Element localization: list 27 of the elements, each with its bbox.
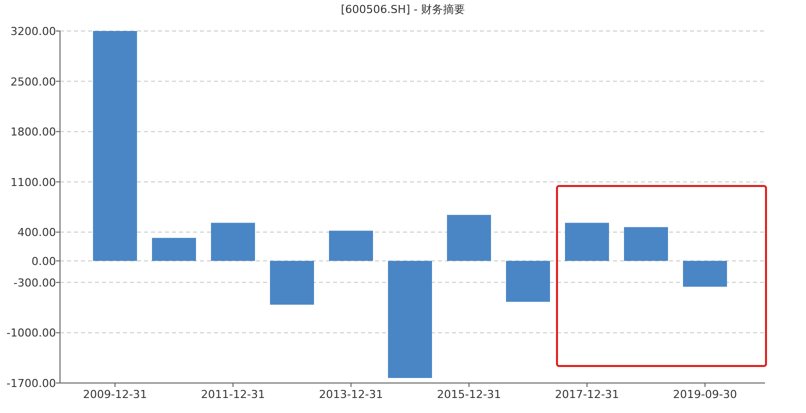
y-tick-label: 0.00 <box>32 254 56 268</box>
bar <box>152 238 196 261</box>
y-tick-label: 3200.00 <box>10 25 56 38</box>
y-tick-label: -300.00 <box>14 276 56 290</box>
y-tick-label: -1000.00 <box>6 326 56 340</box>
bar <box>93 31 137 261</box>
bar <box>565 222 609 261</box>
x-tick-label: 2009-12-31 <box>83 388 147 401</box>
y-tick-label: 1800.00 <box>10 126 56 139</box>
chart-title: [600506.SH] - 财务摘要 <box>340 3 466 16</box>
y-tick-label: 1100.00 <box>10 176 56 189</box>
bar <box>447 214 491 261</box>
y-tick-label: 2500.00 <box>10 75 56 88</box>
bar <box>388 260 432 378</box>
bar <box>683 260 727 287</box>
x-tick-label: 2015-12-31 <box>437 388 501 401</box>
x-tick-label: 2011-12-31 <box>201 388 265 401</box>
bar <box>211 222 255 261</box>
y-tick-label: -1700.00 <box>6 377 56 390</box>
x-tick-label: 2019-09-30 <box>673 388 737 401</box>
y-tick-label: 400.00 <box>18 226 56 240</box>
x-tick-label: 2013-12-31 <box>319 388 383 401</box>
bar <box>624 227 668 261</box>
x-tick-label: 2017-12-31 <box>555 388 619 401</box>
bar <box>506 260 550 302</box>
bar <box>329 230 373 261</box>
bar <box>270 260 314 305</box>
